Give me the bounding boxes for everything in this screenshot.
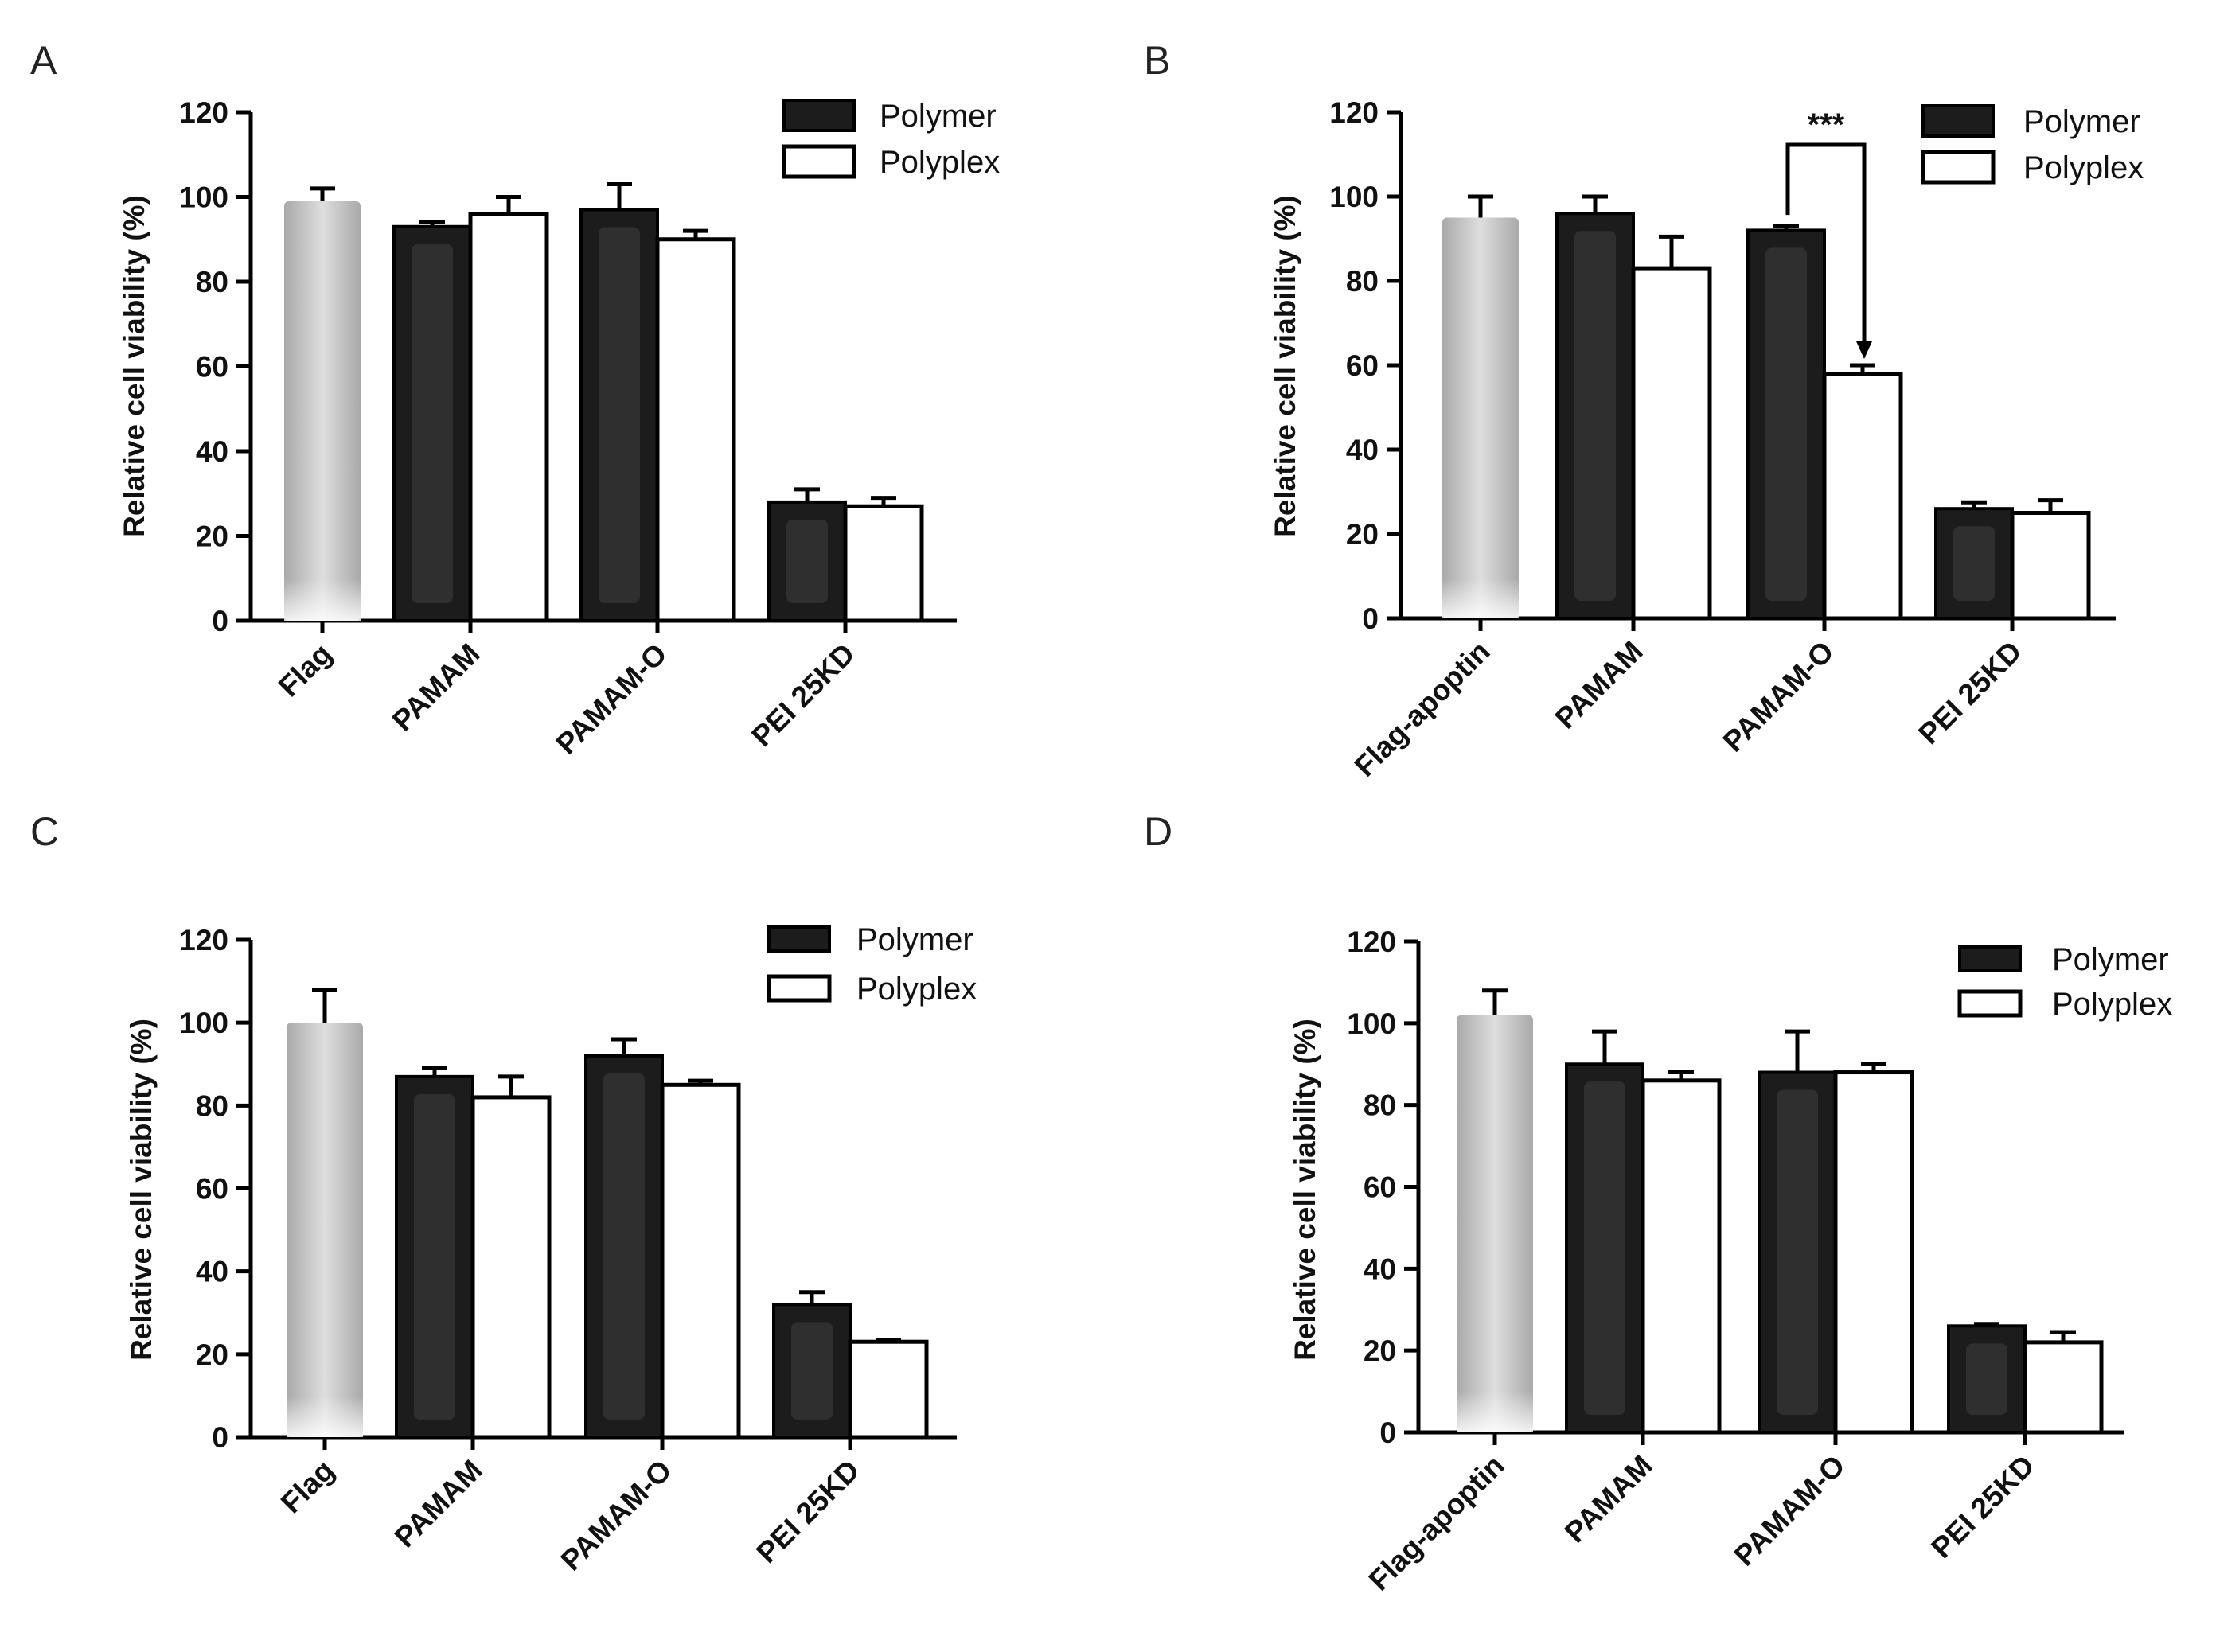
- y-tick-label: 80: [1364, 1089, 1396, 1122]
- legend-label-polymer: Polymer: [856, 922, 973, 957]
- significance-bracket: [1785, 142, 1867, 354]
- legend-label-polyplex: Polyplex: [856, 972, 977, 1007]
- y-tick-label: 80: [196, 1089, 228, 1122]
- y-tick-label: 120: [1347, 925, 1396, 958]
- polyplex-bar: [1822, 372, 1903, 621]
- y-tick-label: 40: [196, 435, 228, 468]
- polymer-bar-shade: [1584, 1081, 1625, 1415]
- y-tick-label: 0: [1379, 1416, 1396, 1449]
- polyplex-bar: [848, 1339, 929, 1440]
- polyplex-bar: [470, 1095, 552, 1440]
- polymer-bar-shade: [1966, 1343, 2007, 1415]
- y-tick-label: 20: [196, 520, 228, 553]
- polyplex-bar: [2010, 511, 2091, 621]
- y-tick-label: 100: [1347, 1007, 1396, 1040]
- polyplex-bar: [843, 504, 924, 623]
- polymer-bar-shade: [1777, 1089, 1818, 1415]
- legend-swatch-polyplex: [767, 974, 832, 1003]
- y-axis-title: Relative cell viability (%): [118, 195, 150, 537]
- y-tick-label: 80: [1346, 265, 1379, 298]
- y-axis-title: Relative cell viability (%): [1269, 195, 1301, 537]
- y-tick-label: 60: [196, 1173, 228, 1206]
- polymer-bar-shade: [791, 1322, 833, 1420]
- y-tick-label: 40: [1364, 1253, 1396, 1285]
- significance-arrow: [1856, 341, 1872, 359]
- y-tick-label: 100: [1329, 181, 1379, 213]
- y-tick-label: 120: [1329, 96, 1379, 129]
- legend-label-polyplex: Polyplex: [880, 145, 1000, 180]
- polyplex-bar: [1833, 1070, 1914, 1435]
- panel-letter: D: [1144, 809, 1172, 854]
- legend-label-polyplex: Polyplex: [2052, 987, 2172, 1022]
- legend-label-polyplex: Polyplex: [2023, 150, 2144, 185]
- legend-swatch-polymer: [782, 99, 856, 132]
- panel-letter: C: [30, 809, 59, 854]
- control-bar-fade: [287, 1023, 363, 1437]
- polymer-bar-shade: [603, 1073, 645, 1420]
- control-bar-fade: [284, 201, 361, 621]
- y-tick-label: 120: [179, 96, 228, 129]
- legend-swatch-polyplex: [782, 144, 856, 179]
- control-bar-fade: [1457, 1015, 1533, 1432]
- legend-swatch-polymer: [767, 925, 831, 953]
- polymer-bar-shade: [599, 227, 640, 603]
- polymer-bar-shade: [1953, 526, 1995, 601]
- y-tick-label: 100: [179, 181, 228, 214]
- polymer-bar-shade: [786, 519, 828, 603]
- panel-letter: B: [1144, 38, 1170, 83]
- polyplex-bar: [468, 212, 549, 623]
- panel-letter: A: [30, 38, 57, 83]
- y-tick-label: 60: [196, 351, 228, 384]
- y-tick-label: 20: [1346, 518, 1379, 551]
- control-bar-fade: [1442, 217, 1519, 618]
- legend-swatch-polymer: [1958, 945, 2022, 972]
- legend-swatch-polymer: [1921, 104, 1995, 138]
- y-axis-title: Relative cell viability (%): [125, 1019, 158, 1361]
- polyplex-bar: [655, 237, 736, 623]
- y-tick-label: 60: [1346, 349, 1379, 382]
- y-axis-title: Relative cell viability (%): [1289, 1019, 1321, 1361]
- legend-label-polymer: Polymer: [880, 99, 997, 134]
- polyplex-bar: [1631, 266, 1712, 621]
- legend-label-polymer: Polymer: [2052, 942, 2169, 977]
- polyplex-bar: [660, 1082, 741, 1440]
- legend-swatch-polyplex: [1957, 989, 2023, 1018]
- y-tick-label: 20: [1364, 1334, 1396, 1367]
- legend-label-polymer: Polymer: [2023, 104, 2140, 139]
- y-tick-label: 40: [196, 1256, 228, 1288]
- y-tick-label: 60: [1364, 1171, 1396, 1204]
- significance-label: ***: [1808, 107, 1845, 142]
- legend-swatch-polyplex: [1921, 150, 1996, 185]
- polyplex-bar: [1641, 1078, 1722, 1435]
- polymer-bar-shade: [412, 244, 453, 603]
- y-tick-label: 40: [1346, 434, 1379, 466]
- y-tick-label: 20: [196, 1338, 228, 1371]
- polymer-bar-shade: [414, 1093, 455, 1420]
- polyplex-bar: [2023, 1340, 2104, 1435]
- polymer-bar-shade: [1574, 231, 1616, 601]
- y-tick-label: 80: [196, 266, 228, 298]
- y-tick-label: 120: [179, 924, 228, 957]
- y-tick-label: 100: [179, 1007, 228, 1039]
- y-tick-label: 0: [1362, 602, 1379, 635]
- polymer-bar-shade: [1765, 247, 1807, 601]
- y-tick-label: 0: [212, 605, 228, 637]
- y-tick-label: 0: [212, 1421, 228, 1454]
